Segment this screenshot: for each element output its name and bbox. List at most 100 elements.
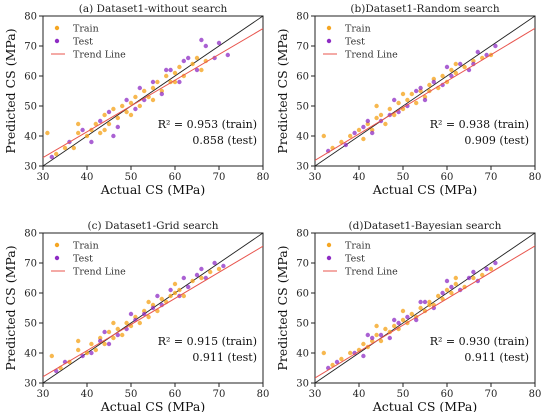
- train-point: [106, 329, 112, 335]
- x-tick-label: 80: [529, 172, 542, 183]
- train-point: [71, 145, 77, 151]
- test-point: [352, 350, 357, 356]
- test-point: [418, 299, 423, 305]
- test-point: [194, 67, 200, 73]
- train-point: [378, 338, 384, 344]
- test-point: [115, 124, 121, 130]
- test-point: [405, 314, 410, 320]
- legend-trend-label: Trend Line: [345, 50, 398, 61]
- test-point: [111, 133, 116, 139]
- legend-test-label: Test: [345, 254, 365, 265]
- x-tick-label: 60: [169, 172, 182, 183]
- test-point: [150, 305, 156, 311]
- train-point: [453, 61, 458, 67]
- train-point: [150, 97, 156, 103]
- train-point: [102, 112, 107, 118]
- test-point: [168, 287, 173, 293]
- train-point: [124, 109, 129, 115]
- train-point: [321, 350, 326, 356]
- test-point: [392, 97, 397, 103]
- train-point: [102, 127, 107, 133]
- test-point: [102, 329, 107, 335]
- test-point: [343, 142, 348, 148]
- train-point: [111, 106, 116, 112]
- y-axis-label: Predicted CS (MPa): [275, 28, 290, 153]
- x-tick-label: 30: [37, 172, 50, 183]
- test-point: [159, 91, 164, 97]
- train-point: [339, 356, 344, 362]
- data-layer: [315, 16, 535, 166]
- train-point: [418, 305, 423, 311]
- test-point: [98, 118, 103, 124]
- legend-train-label: Train: [345, 24, 371, 35]
- train-point: [150, 85, 156, 91]
- train-point: [396, 100, 401, 106]
- train-point: [98, 130, 103, 136]
- chart-title: (a) Dataset1-without search: [79, 3, 228, 15]
- y-tick-label: 70: [296, 42, 309, 53]
- legend-trend-label: Trend Line: [345, 267, 398, 278]
- x-tick-label: 80: [257, 389, 270, 400]
- y-axis-label: Predicted CS (MPa): [3, 28, 18, 153]
- train-point: [400, 308, 406, 314]
- test-point: [212, 260, 217, 266]
- trend-line: [43, 245, 263, 378]
- x-tick-label: 70: [213, 389, 226, 400]
- test-point: [106, 341, 112, 347]
- y-tick-label: 40: [296, 132, 309, 143]
- train-point: [172, 290, 178, 296]
- legend-train-marker: [326, 242, 332, 248]
- legend-train-marker: [54, 242, 60, 248]
- chart-panel-2: (b)Dataset1-Random search 30 40 50 60 70 80 30 4…: [275, 3, 541, 197]
- train-point: [348, 133, 353, 139]
- legend-train-label: Train: [73, 241, 99, 252]
- y-tick-label: 30: [24, 162, 37, 173]
- test-point: [124, 97, 129, 103]
- test-point: [370, 130, 375, 136]
- train-point: [449, 67, 454, 73]
- test-point: [414, 88, 419, 94]
- legend-test-label: Test: [345, 37, 365, 48]
- train-point: [137, 320, 142, 326]
- test-point: [216, 40, 222, 46]
- train-point: [45, 130, 50, 136]
- x-tick-label: 80: [529, 389, 542, 400]
- train-point: [128, 100, 134, 106]
- y-tick-label: 30: [296, 379, 309, 390]
- x-tick-label: 70: [485, 389, 498, 400]
- legend-test-marker: [54, 255, 60, 261]
- train-point: [146, 299, 151, 305]
- train-point: [339, 139, 344, 145]
- train-point: [177, 287, 182, 293]
- train-point: [76, 130, 81, 136]
- train-point: [181, 293, 186, 299]
- test-point: [164, 67, 169, 73]
- train-point: [146, 314, 151, 320]
- x-axis-label: Actual CS (MPa): [100, 182, 205, 197]
- x-tick-label: 30: [309, 172, 322, 183]
- x-tick-label: 40: [353, 389, 366, 400]
- test-point: [431, 79, 436, 85]
- test-point: [225, 52, 230, 58]
- train-point: [159, 296, 164, 302]
- legend-test-marker: [54, 38, 60, 44]
- identity-line: [43, 16, 263, 166]
- test-point: [418, 85, 423, 91]
- train-point: [449, 290, 454, 296]
- test-point: [89, 350, 94, 356]
- train-point: [76, 347, 81, 353]
- train-point: [414, 100, 419, 106]
- train-point: [137, 103, 142, 109]
- test-point: [186, 55, 191, 61]
- chart-panel-1: (a) Dataset1-without search 30 40 50 60 70 80 3…: [3, 3, 269, 197]
- legend-test-label: Test: [73, 37, 93, 48]
- train-point: [89, 341, 94, 347]
- train-point: [374, 332, 379, 338]
- test-point: [444, 278, 450, 284]
- y-tick-label: 40: [24, 349, 37, 360]
- train-point: [453, 281, 458, 287]
- train-point: [374, 323, 379, 329]
- train-point: [471, 275, 476, 281]
- identity-line: [315, 16, 535, 166]
- y-tick-label: 80: [24, 12, 37, 23]
